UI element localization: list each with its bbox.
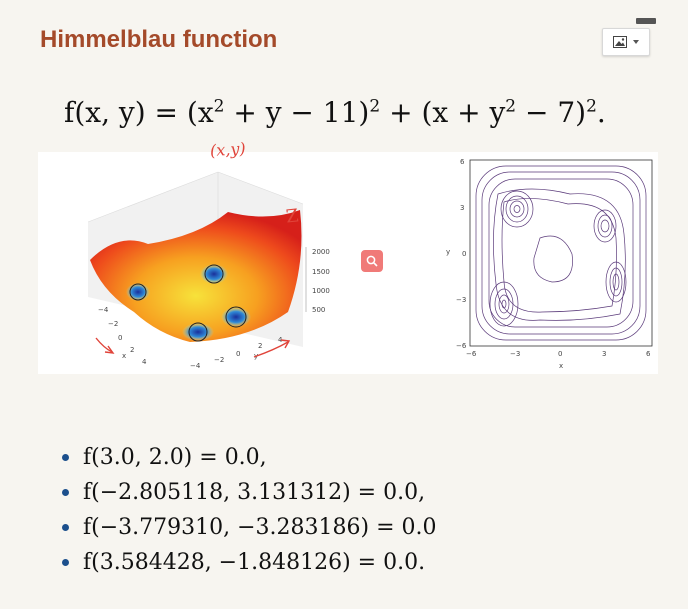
- contour-plot: 6 3 0 −3 −6 y −6 −3 0 3 6 x: [440, 154, 662, 376]
- minimum-marker: [200, 264, 228, 284]
- x-tick: −6: [466, 350, 477, 358]
- bullet: [62, 489, 69, 496]
- corner-mark: [636, 18, 656, 24]
- x-tick: −3: [510, 350, 520, 358]
- search-icon: [366, 255, 378, 267]
- formula-term2-outer-exp: 2: [586, 96, 597, 117]
- formula-term2-exp: 2: [505, 96, 517, 117]
- y-tick: 6: [460, 158, 465, 166]
- chevron-down-icon: [633, 40, 639, 44]
- minimum-text: f(−3.779310, −3.283186) = 0.0: [83, 515, 437, 540]
- minimum-text: f(3.0, 2.0) = 0.0,: [83, 445, 267, 470]
- y-tick: −3: [456, 296, 466, 304]
- xy-annotation: (x,y): [209, 138, 247, 161]
- y-tick: 2: [258, 342, 262, 350]
- bullet: [62, 559, 69, 566]
- list-item: f(3.584428, −1.848126) = 0.0.: [62, 545, 437, 580]
- x-tick: −4: [98, 306, 109, 314]
- formula-end: .: [596, 96, 606, 129]
- x-tick: 0: [558, 350, 562, 358]
- y-tick: 3: [460, 204, 464, 212]
- z-tick: 2000: [312, 248, 330, 256]
- image-icon: [613, 36, 627, 48]
- formula-term2-open: (x + y: [421, 96, 506, 129]
- list-item: f(3.0, 2.0) = 0.0,: [62, 440, 437, 475]
- x-axis-label: x: [122, 352, 126, 360]
- y-tick: 0: [236, 350, 240, 358]
- surface-mesh: [90, 210, 302, 342]
- bullet: [62, 524, 69, 531]
- himmelblau-formula: f(x, y) = (x2 + y − 11)2 + (x + y2 − 7)2…: [64, 96, 606, 129]
- x-axis-label: x: [559, 362, 563, 370]
- formula-equals: =: [154, 96, 178, 129]
- contour-lines: [475, 165, 647, 341]
- formula-term1-rest: + y − 11): [224, 96, 370, 129]
- formula-lhs: f(x, y): [64, 96, 146, 129]
- z-annotation: Z: [284, 205, 300, 228]
- y-axis-label: y: [446, 248, 450, 256]
- surface-plot: 2000 1500 1000 500 −4 −2 0 2 4 x −4 −2 0…: [78, 152, 338, 374]
- image-options-button[interactable]: [602, 28, 650, 56]
- list-item: f(−2.805118, 3.131312) = 0.0,: [62, 475, 437, 510]
- list-item: f(−3.779310, −3.283186) = 0.0: [62, 510, 437, 545]
- y-tick: 4: [278, 336, 283, 344]
- z-tick: 1000: [312, 287, 330, 295]
- z-tick: 1500: [312, 268, 330, 276]
- minimum-marker: [221, 307, 251, 327]
- x-tick: 3: [602, 350, 606, 358]
- x-tick: 6: [646, 350, 651, 358]
- formula-term1-exp: 2: [213, 96, 225, 117]
- z-tick: 500: [312, 306, 325, 314]
- x-tick: 4: [142, 358, 147, 366]
- search-button[interactable]: [361, 250, 383, 272]
- y-tick: 0: [462, 250, 466, 258]
- formula-plus: +: [389, 96, 413, 129]
- x-tick: 0: [118, 334, 122, 342]
- y-tick: −2: [214, 356, 224, 364]
- minimum-text: f(−2.805118, 3.131312) = 0.0,: [83, 480, 426, 505]
- minimum-text: f(3.584428, −1.848126) = 0.0.: [83, 550, 426, 575]
- x-tick: −2: [108, 320, 118, 328]
- x-tick: 2: [130, 346, 134, 354]
- formula-term1-outer-exp: 2: [369, 96, 381, 117]
- contour-frame: [469, 159, 653, 347]
- minimum-marker: [182, 323, 214, 341]
- slide-title: Himmelblau function: [40, 26, 278, 53]
- formula-term2-rest: − 7): [516, 96, 587, 129]
- minima-list: f(3.0, 2.0) = 0.0, f(−2.805118, 3.131312…: [62, 440, 437, 580]
- y-tick: −6: [456, 342, 467, 350]
- formula-term1-open: (x: [186, 96, 214, 129]
- y-tick: −4: [190, 362, 201, 370]
- bullet: [62, 454, 69, 461]
- minimum-marker: [126, 283, 150, 301]
